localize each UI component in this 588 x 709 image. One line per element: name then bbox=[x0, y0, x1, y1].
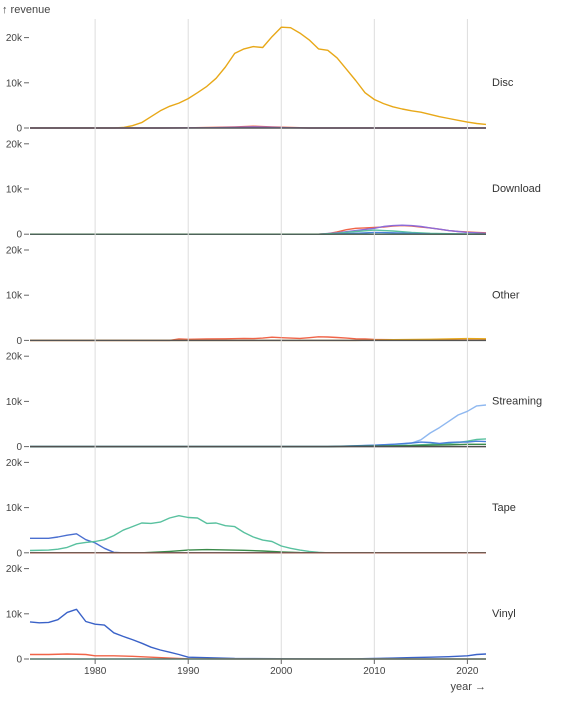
facet-label-streaming: Streaming bbox=[492, 396, 542, 408]
y-tick-label: 10k bbox=[6, 397, 23, 408]
y-tick-label: 20k bbox=[6, 458, 23, 469]
y-tick-label: 10k bbox=[6, 78, 23, 89]
series-line-other-0 bbox=[30, 336, 487, 342]
y-tick-label: 10k bbox=[6, 291, 23, 302]
series-line-tape-1 bbox=[29, 515, 486, 554]
y-tick-label: 0 bbox=[16, 548, 22, 559]
x-tick-label: 2010 bbox=[363, 666, 386, 677]
series-line-download-1 bbox=[30, 224, 487, 235]
series-line-disc-0 bbox=[30, 26, 487, 129]
facet-label-tape: Tape bbox=[492, 502, 516, 514]
y-tick-label: 0 bbox=[16, 442, 22, 453]
x-tick-label: 1980 bbox=[84, 666, 107, 677]
y-axis-title: ↑ revenue bbox=[2, 4, 50, 16]
series-line-streaming-0 bbox=[30, 404, 487, 448]
facet-label-other: Other bbox=[492, 289, 520, 301]
y-tick-label: 20k bbox=[6, 139, 23, 150]
y-tick-label: 0 bbox=[16, 655, 22, 666]
y-tick-label: 10k bbox=[6, 185, 23, 196]
y-tick-label: 0 bbox=[16, 230, 22, 241]
x-tick-label: 2000 bbox=[270, 666, 293, 677]
y-tick-label: 0 bbox=[16, 336, 22, 347]
x-axis-title: year → bbox=[451, 681, 486, 693]
y-tick-label: 20k bbox=[6, 33, 23, 44]
y-tick-label: 10k bbox=[6, 609, 23, 620]
facet-label-download: Download bbox=[492, 183, 541, 195]
y-tick-label: 20k bbox=[6, 352, 23, 363]
x-tick-label: 2020 bbox=[456, 666, 479, 677]
y-tick-label: 20k bbox=[6, 246, 23, 257]
y-tick-label: 10k bbox=[6, 503, 23, 514]
series-line-tape-0 bbox=[30, 533, 486, 554]
facet-label-disc: Disc bbox=[492, 77, 514, 89]
facet-label-vinyl: Vinyl bbox=[492, 608, 516, 620]
x-tick-label: 1990 bbox=[177, 666, 200, 677]
y-tick-label: 20k bbox=[6, 564, 23, 575]
series-line-vinyl-0 bbox=[29, 608, 487, 660]
y-tick-label: 0 bbox=[16, 124, 22, 135]
